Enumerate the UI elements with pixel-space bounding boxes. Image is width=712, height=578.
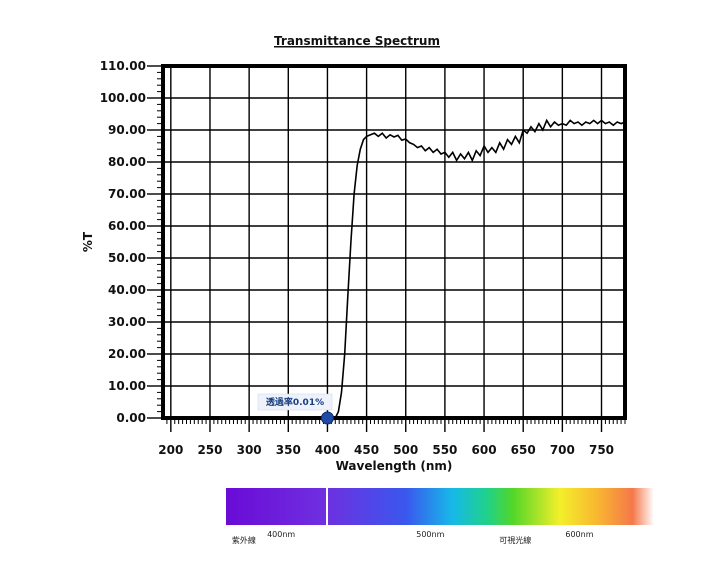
plot-grid: [163, 65, 625, 419]
x-tick-label: 400: [315, 443, 340, 457]
transmittance-curve: [334, 118, 626, 419]
y-axis-title: %T: [81, 231, 95, 252]
x-tick-label: 200: [158, 443, 183, 457]
x-axis-title: Wavelength (nm): [336, 459, 453, 473]
y-tick-label: 80.00: [108, 155, 146, 169]
annotation-box: [257, 393, 333, 411]
y-tick-label: 70.00: [108, 187, 146, 201]
y-tick-label: 110.00: [100, 59, 146, 73]
y-tick-label: 20.00: [108, 347, 146, 361]
x-tick-label: 750: [589, 443, 614, 457]
spectrum-bar: 紫外線 400nm 500nm 可視光線 600nm: [226, 488, 654, 545]
x-tick-label: 450: [354, 443, 379, 457]
spectrum-gradient: [226, 488, 654, 525]
y-tick-label: 60.00: [108, 219, 146, 233]
x-tick-label: 550: [432, 443, 457, 457]
spectrum-labels: 紫外線 400nm 500nm 可視光線 600nm: [232, 530, 594, 545]
y-tick-label: 30.00: [108, 315, 146, 329]
annotation: 透過率0.01%: [257, 393, 334, 425]
x-tick-label: 250: [197, 443, 222, 457]
y-tick-label: 90.00: [108, 123, 146, 137]
y-axis: 0.00 10.00 20.00 30.00 40.00 50.00 60.00 70.00 8…: [100, 59, 163, 425]
x-tick-label: 600: [472, 443, 497, 457]
x-tick-label: 500: [393, 443, 418, 457]
x-tick-label: 700: [550, 443, 575, 457]
y-tick-label: 0.00: [116, 411, 146, 425]
y-tick-label: 100.00: [100, 91, 146, 105]
spectrum-label: 600nm: [565, 530, 593, 539]
y-tick-label: 40.00: [108, 283, 146, 297]
chart-title: Transmittance Spectrum: [274, 34, 440, 48]
spectrum-label: 紫外線: [232, 535, 256, 545]
x-tick-label: 350: [276, 443, 301, 457]
y-tick-label: 10.00: [108, 379, 146, 393]
spectrum-label: 400nm: [267, 530, 295, 539]
x-tick-label: 650: [511, 443, 536, 457]
x-tick-label: 300: [237, 443, 262, 457]
spectrum-label: 可視光線: [499, 535, 531, 545]
annotation-marker: [320, 411, 334, 425]
spectrum-label: 500nm: [416, 530, 444, 539]
plot-frame: [161, 64, 627, 420]
y-tick-label: 50.00: [108, 251, 146, 265]
x-axis: 200 250 300 350 400 450 500 550 600 650 700 750: [158, 418, 626, 457]
annotation-label: 透過率0.01%: [266, 396, 324, 408]
